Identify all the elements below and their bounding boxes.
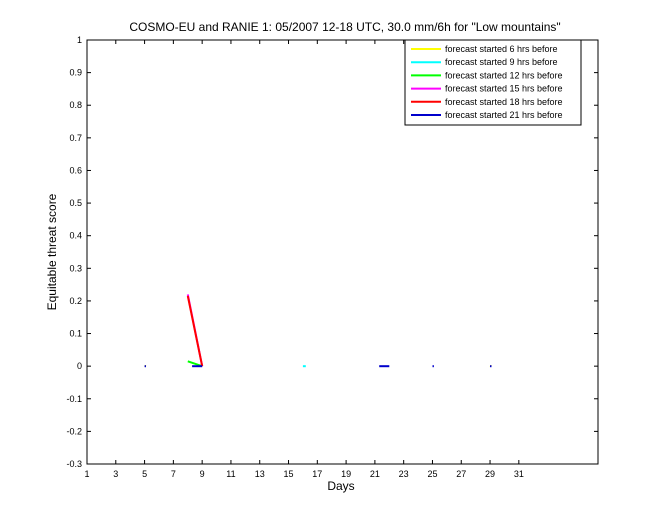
legend-label: forecast started 9 hrs before [445,57,558,67]
x-tick-label: 13 [255,469,265,479]
y-tick-label: 0.9 [69,68,82,78]
x-tick-label: 7 [171,469,176,479]
legend-label: forecast started 21 hrs before [445,110,563,120]
y-tick-label: 0.6 [69,165,82,175]
x-tick-label: 27 [456,469,466,479]
y-tick-label: 0.2 [69,296,82,306]
x-tick-label: 31 [514,469,524,479]
x-tick-label: 9 [200,469,205,479]
y-tick-label: -0.2 [66,426,82,436]
x-tick-label: 25 [427,469,437,479]
y-tick-label: 1 [77,35,82,45]
legend-label: forecast started 6 hrs before [445,44,558,54]
y-axis: -0.3 -0.2 -0.1 0 0.1 0.2 0.3 0.4 0.5 0.6 0.7 0.8 0.9… [66,35,598,469]
x-tick-label: 3 [113,469,118,479]
y-tick-label: 0.3 [69,263,82,273]
x-tick-label: 17 [312,469,322,479]
legend: forecast started 6 hrs before forecast st… [404,39,582,126]
x-tick-label: 21 [370,469,380,479]
y-tick-label: 0 [77,361,82,371]
series-lines [144,294,492,368]
legend-label: forecast started 15 hrs before [445,84,563,94]
x-tick-label: 1 [84,469,89,479]
x-axis: 1 3 5 7 9 11 13 15 17 19 21 23 25 27 29 31 [84,40,524,479]
legend-label: forecast started 12 hrs before [445,70,563,80]
x-tick-label: 5 [142,469,147,479]
x-tick-label: 29 [485,469,495,479]
y-tick-label: 0.1 [69,329,82,339]
x-axis-label: Days [327,479,354,493]
x-tick-label: 23 [399,469,409,479]
chart-title: COSMO-EU and RANIE 1: 05/2007 12-18 UTC,… [129,20,560,34]
y-tick-label: 0.7 [69,133,82,143]
x-tick-label: 15 [284,469,294,479]
y-tick-label: 0.8 [69,100,82,110]
legend-label: forecast started 18 hrs before [445,97,563,107]
x-tick-label: 11 [226,469,235,479]
legend-box [404,39,582,126]
series-line-5 [186,295,204,367]
y-tick-label: 0.5 [69,198,82,208]
y-tick-label: -0.3 [66,459,82,469]
y-tick-label: 0.4 [69,231,82,241]
x-tick-label: 19 [341,469,351,479]
y-tick-label: -0.1 [66,394,82,404]
y-axis-label: Equitable threat score [45,193,59,310]
